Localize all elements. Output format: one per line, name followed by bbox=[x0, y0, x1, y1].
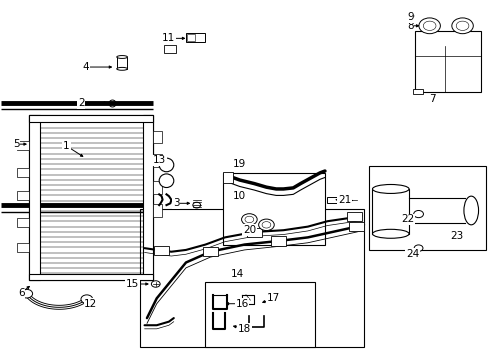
Bar bbox=[408, 198, 470, 223]
Bar bbox=[414, 31, 480, 92]
Bar bbox=[412, 89, 423, 94]
Circle shape bbox=[413, 211, 423, 218]
Bar bbox=[29, 274, 153, 280]
Bar bbox=[17, 192, 29, 201]
Text: 14: 14 bbox=[230, 269, 244, 279]
Ellipse shape bbox=[159, 174, 173, 188]
Bar bbox=[163, 45, 176, 53]
Bar bbox=[117, 57, 127, 69]
Circle shape bbox=[81, 295, 93, 303]
Bar bbox=[154, 246, 168, 255]
Text: 16: 16 bbox=[235, 299, 248, 309]
Ellipse shape bbox=[117, 67, 127, 70]
Bar bbox=[140, 209, 363, 347]
Circle shape bbox=[21, 289, 33, 298]
Bar bbox=[327, 197, 337, 203]
Text: 13: 13 bbox=[152, 155, 165, 165]
Text: 7: 7 bbox=[428, 94, 435, 104]
Text: 9: 9 bbox=[406, 12, 413, 22]
Bar bbox=[205, 282, 315, 347]
Bar bbox=[17, 168, 29, 177]
Bar bbox=[187, 35, 194, 41]
Circle shape bbox=[413, 245, 422, 251]
Text: 6: 6 bbox=[18, 288, 24, 298]
Text: 21: 21 bbox=[337, 195, 350, 205]
Text: 4: 4 bbox=[82, 62, 89, 72]
Bar bbox=[270, 236, 286, 246]
Text: 11: 11 bbox=[162, 33, 175, 43]
Bar bbox=[29, 116, 40, 280]
Bar bbox=[371, 189, 408, 234]
Bar bbox=[29, 116, 153, 122]
Bar bbox=[153, 181, 162, 194]
Circle shape bbox=[241, 214, 257, 225]
Text: 18: 18 bbox=[237, 324, 251, 334]
Text: 17: 17 bbox=[266, 293, 280, 303]
Ellipse shape bbox=[463, 196, 478, 225]
Text: 1: 1 bbox=[63, 141, 70, 151]
Ellipse shape bbox=[372, 229, 408, 238]
Ellipse shape bbox=[159, 158, 173, 172]
Bar bbox=[185, 33, 205, 42]
Text: 24: 24 bbox=[405, 248, 419, 258]
Bar bbox=[222, 173, 325, 244]
Text: 10: 10 bbox=[233, 191, 245, 201]
Bar bbox=[202, 247, 218, 256]
Circle shape bbox=[423, 21, 435, 31]
Text: 8: 8 bbox=[406, 21, 413, 31]
Text: 22: 22 bbox=[401, 215, 414, 224]
Circle shape bbox=[151, 281, 160, 287]
Bar bbox=[17, 141, 29, 150]
Bar bbox=[17, 243, 29, 252]
Text: 23: 23 bbox=[449, 231, 462, 240]
Text: 2: 2 bbox=[78, 98, 84, 108]
Bar bbox=[246, 228, 261, 237]
Text: 3: 3 bbox=[173, 198, 179, 208]
Bar bbox=[29, 116, 153, 280]
Text: 19: 19 bbox=[232, 159, 246, 169]
Circle shape bbox=[262, 222, 270, 228]
Circle shape bbox=[258, 219, 274, 230]
Bar bbox=[153, 154, 162, 167]
Bar bbox=[346, 212, 361, 221]
Bar bbox=[222, 172, 233, 183]
Bar bbox=[153, 131, 162, 143]
Text: 20: 20 bbox=[243, 225, 255, 235]
Ellipse shape bbox=[372, 184, 408, 193]
Circle shape bbox=[451, 18, 472, 34]
Circle shape bbox=[244, 216, 253, 223]
Bar bbox=[153, 204, 162, 217]
Bar bbox=[17, 219, 29, 227]
Bar bbox=[368, 166, 485, 250]
Text: 15: 15 bbox=[125, 279, 139, 289]
Text: 12: 12 bbox=[84, 299, 97, 309]
Bar bbox=[142, 116, 153, 280]
Circle shape bbox=[418, 18, 440, 34]
Bar bbox=[348, 222, 364, 231]
Circle shape bbox=[455, 21, 468, 31]
Text: 5: 5 bbox=[13, 139, 20, 149]
Ellipse shape bbox=[117, 55, 127, 58]
